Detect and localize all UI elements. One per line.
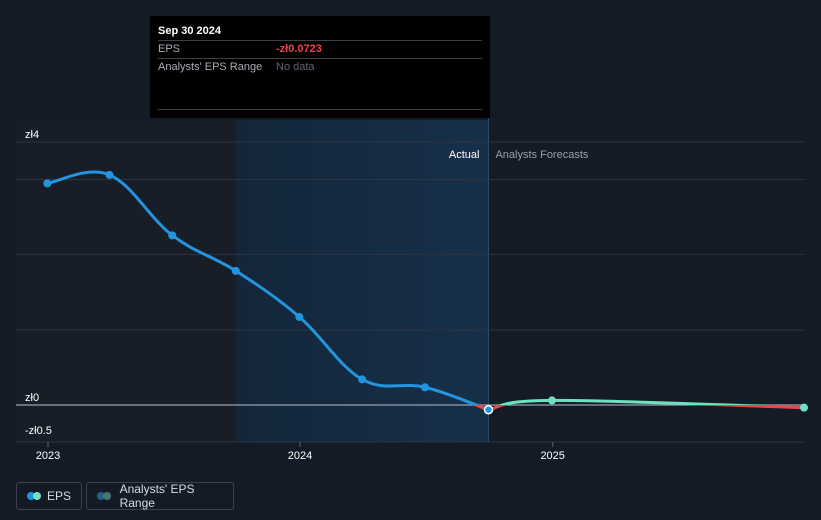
- actual-point: [420, 383, 429, 392]
- highlight-band: [236, 120, 489, 442]
- tooltip-divider: [158, 109, 482, 110]
- actual-point: [105, 170, 114, 179]
- eps-legend-icon: [27, 491, 41, 501]
- x-tick-label: 2024: [288, 450, 312, 462]
- actual-point: [43, 179, 52, 188]
- tooltip: Sep 30 2024 EPS -zł0.0723 Analysts' EPS …: [150, 16, 490, 118]
- y-tick-label: zł4: [25, 129, 39, 141]
- actual-label: Actual: [449, 149, 480, 161]
- range-legend-icon: [97, 491, 112, 501]
- data-points: [43, 170, 808, 415]
- actual-point: [358, 375, 367, 384]
- legend-eps-button[interactable]: EPS: [16, 482, 82, 510]
- tooltip-range-value: No data: [276, 61, 315, 73]
- grid-lines: [16, 141, 805, 443]
- tooltip-range-label: Analysts' EPS Range: [158, 61, 263, 73]
- legend-range-button[interactable]: Analysts' EPS Range: [86, 482, 234, 510]
- x-tick-label: 2023: [36, 450, 60, 462]
- forecast-negative-line: [486, 405, 806, 412]
- actual-point: [295, 312, 304, 321]
- legend-range-label: Analysts' EPS Range: [119, 482, 195, 510]
- tooltip-eps-label: EPS: [158, 43, 181, 55]
- forecast-point: [548, 396, 556, 405]
- tooltip-range-row: Analysts' EPS Range No data: [158, 58, 482, 76]
- axis-labels: zł4 zł0 -zł0.5 2023 2024 2025 Actual Analysts F…: [25, 129, 589, 462]
- selected-point: [483, 405, 494, 415]
- legend-eps-label: EPS: [46, 489, 71, 503]
- tooltip-eps-value: -zł0.0723: [276, 43, 322, 55]
- tooltip-date: Sep 30 2024: [158, 25, 221, 37]
- actual-line: [45, 170, 481, 405]
- past-region: [16, 120, 237, 442]
- forecast-point: [800, 403, 808, 412]
- y-tick-label: zł0: [25, 392, 39, 404]
- chart-background: [16, 118, 489, 442]
- tooltip-eps-row: EPS -zł0.0723: [158, 40, 482, 58]
- actual-point: [231, 266, 240, 275]
- y-tick-label: -zł0.5: [25, 425, 52, 437]
- x-tick-label: 2025: [540, 450, 564, 462]
- forecasts-label: Analysts Forecasts: [495, 149, 588, 161]
- forecast-line: [497, 398, 771, 405]
- actual-point: [168, 231, 177, 240]
- series-lines: [45, 170, 806, 412]
